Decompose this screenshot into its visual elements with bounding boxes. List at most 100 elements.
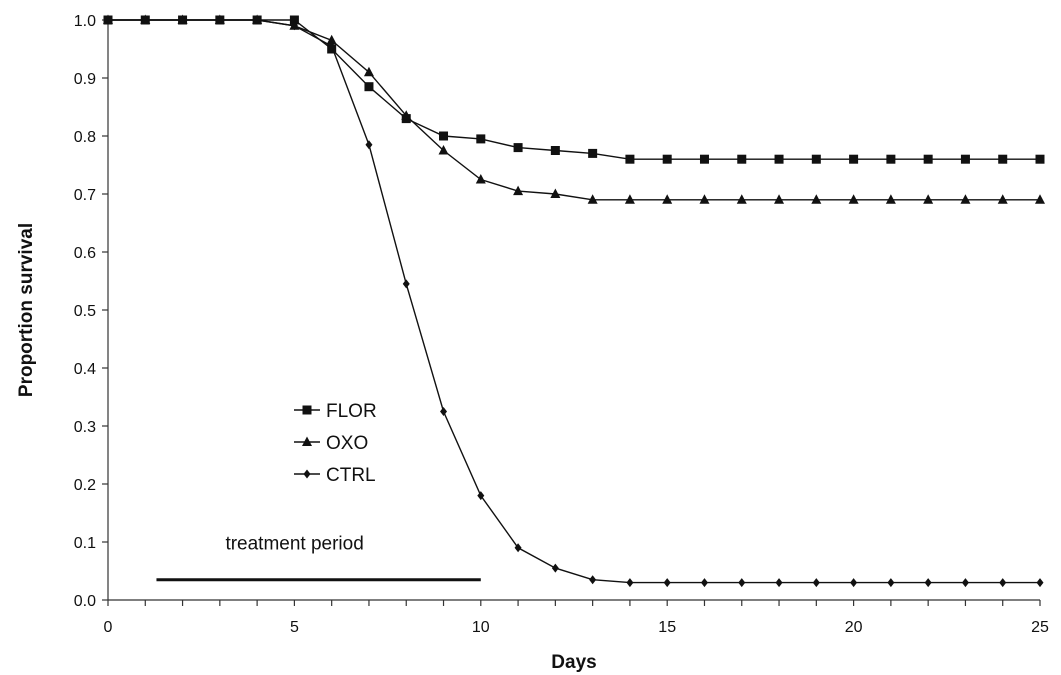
series-ctrl-point <box>551 563 559 573</box>
series-ctrl-point <box>589 575 597 585</box>
series-ctrl-point <box>738 578 746 588</box>
series-oxo-point <box>774 194 785 204</box>
series-ctrl-point <box>179 15 187 25</box>
legend-flor-label: FLOR <box>326 401 377 422</box>
series-oxo-point <box>550 188 561 198</box>
legend-flor-marker <box>302 405 312 415</box>
series-flor-point <box>550 146 560 155</box>
series-ctrl-point <box>812 578 820 588</box>
series-ctrl-point <box>1036 578 1044 588</box>
series-ctrl-point <box>104 15 112 25</box>
y-tick-label: 0.0 <box>74 593 96 610</box>
y-tick-label: 0.6 <box>74 245 96 262</box>
y-tick-label: 0.4 <box>74 361 96 378</box>
series-flor-point <box>886 154 896 164</box>
series-flor-point <box>289 15 299 25</box>
series-oxo-point <box>811 194 822 204</box>
series-oxo-point <box>885 194 896 204</box>
series-oxo-point <box>736 194 747 204</box>
y-tick-label: 0.2 <box>74 477 96 494</box>
series-flor-point <box>625 154 635 164</box>
x-tick-label: 15 <box>658 619 676 636</box>
series-oxo-point <box>699 194 710 204</box>
series-flor-point <box>923 154 933 164</box>
series-oxo-point <box>587 194 598 204</box>
series-ctrl-point <box>514 543 522 553</box>
series-flor-point <box>513 143 523 153</box>
series-ctrl-point <box>663 578 671 588</box>
series-flor-point <box>588 148 598 158</box>
series-ctrl-point <box>999 578 1007 588</box>
x-axis-title: Days <box>551 652 596 673</box>
series-oxo-point <box>662 194 673 204</box>
series-ctrl-point <box>924 578 932 588</box>
series-oxo-point <box>997 194 1008 204</box>
y-axis-title: Proportion survival <box>16 223 37 397</box>
series-flor-point <box>476 134 486 144</box>
x-tick-label: 0 <box>104 619 113 636</box>
series-flor-point <box>849 154 859 164</box>
series-oxo-point <box>848 194 859 204</box>
series-layer <box>103 14 1045 588</box>
series-ctrl-point <box>775 578 783 588</box>
legend-oxo-label: OXO <box>326 433 368 454</box>
series-oxo-point <box>438 145 449 155</box>
x-tick-label: 20 <box>845 619 863 636</box>
series-oxo-point <box>513 185 524 196</box>
series-ctrl-point <box>440 407 448 416</box>
series-flor <box>103 15 1045 164</box>
legend-ctrl-marker <box>303 469 311 479</box>
series-ctrl-point <box>365 140 373 150</box>
legend-oxo-marker <box>302 436 312 446</box>
series-oxo <box>103 14 1045 204</box>
y-tick-label: 0.9 <box>74 71 96 88</box>
x-tick-label: 5 <box>290 619 299 636</box>
series-oxo-point <box>624 194 635 204</box>
series-oxo-point <box>1035 194 1045 204</box>
axes-layer: 0.0 0.1 0.2 0.3 0.4 0.5 0.6 0.7 0.8 0.9 1.0 0 5 10 15 2… <box>74 13 1049 636</box>
series-flor-line <box>108 19 1040 160</box>
legend-layer: FLOR OXO CTRL <box>294 401 377 486</box>
series-flor-point <box>439 131 449 141</box>
legend-item-oxo: OXO <box>294 433 368 454</box>
series-flor-point <box>699 154 709 164</box>
series-oxo-point <box>363 66 374 77</box>
series-ctrl-point <box>141 15 149 25</box>
series-ctrl <box>104 15 1044 588</box>
y-tick-label: 0.8 <box>74 129 96 146</box>
series-ctrl-point <box>850 578 858 588</box>
series-flor-point <box>811 154 821 164</box>
series-ctrl-point <box>961 578 969 588</box>
x-tick-label: 25 <box>1031 619 1049 636</box>
series-ctrl-point <box>477 491 485 501</box>
series-oxo-point <box>923 194 934 204</box>
series-ctrl-point <box>216 15 224 25</box>
series-ctrl-point <box>290 21 298 31</box>
series-flor-point <box>960 154 970 164</box>
y-tick-label: 0.1 <box>74 535 96 552</box>
series-flor-point <box>1035 154 1045 164</box>
series-flor-point <box>774 154 784 164</box>
series-oxo-point <box>401 110 412 120</box>
series-flor-point <box>364 82 374 92</box>
series-ctrl-point <box>253 15 261 25</box>
series-ctrl-point <box>402 279 410 289</box>
x-tick-label: 10 <box>472 619 490 636</box>
annotation-layer: treatment period <box>156 534 481 582</box>
y-tick-label: 1.0 <box>74 13 96 30</box>
series-ctrl-line <box>108 19 1040 584</box>
series-oxo-point <box>326 34 337 45</box>
series-ctrl-point <box>626 578 634 588</box>
series-oxo-point <box>960 194 971 204</box>
series-flor-point <box>737 154 747 164</box>
series-ctrl-point <box>700 578 708 588</box>
series-ctrl-point <box>887 578 895 588</box>
y-tick-label: 0.5 <box>74 303 96 320</box>
series-flor-point <box>662 154 672 164</box>
legend-ctrl-label: CTRL <box>326 465 376 486</box>
legend-item-ctrl: CTRL <box>294 465 376 486</box>
y-tick-label: 0.7 <box>74 187 96 204</box>
series-oxo-line <box>108 19 1040 201</box>
treatment-period-label: treatment period <box>225 534 363 555</box>
